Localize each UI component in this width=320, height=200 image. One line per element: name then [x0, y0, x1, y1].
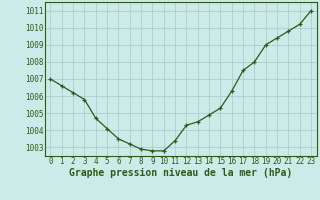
X-axis label: Graphe pression niveau de la mer (hPa): Graphe pression niveau de la mer (hPa) — [69, 168, 292, 178]
